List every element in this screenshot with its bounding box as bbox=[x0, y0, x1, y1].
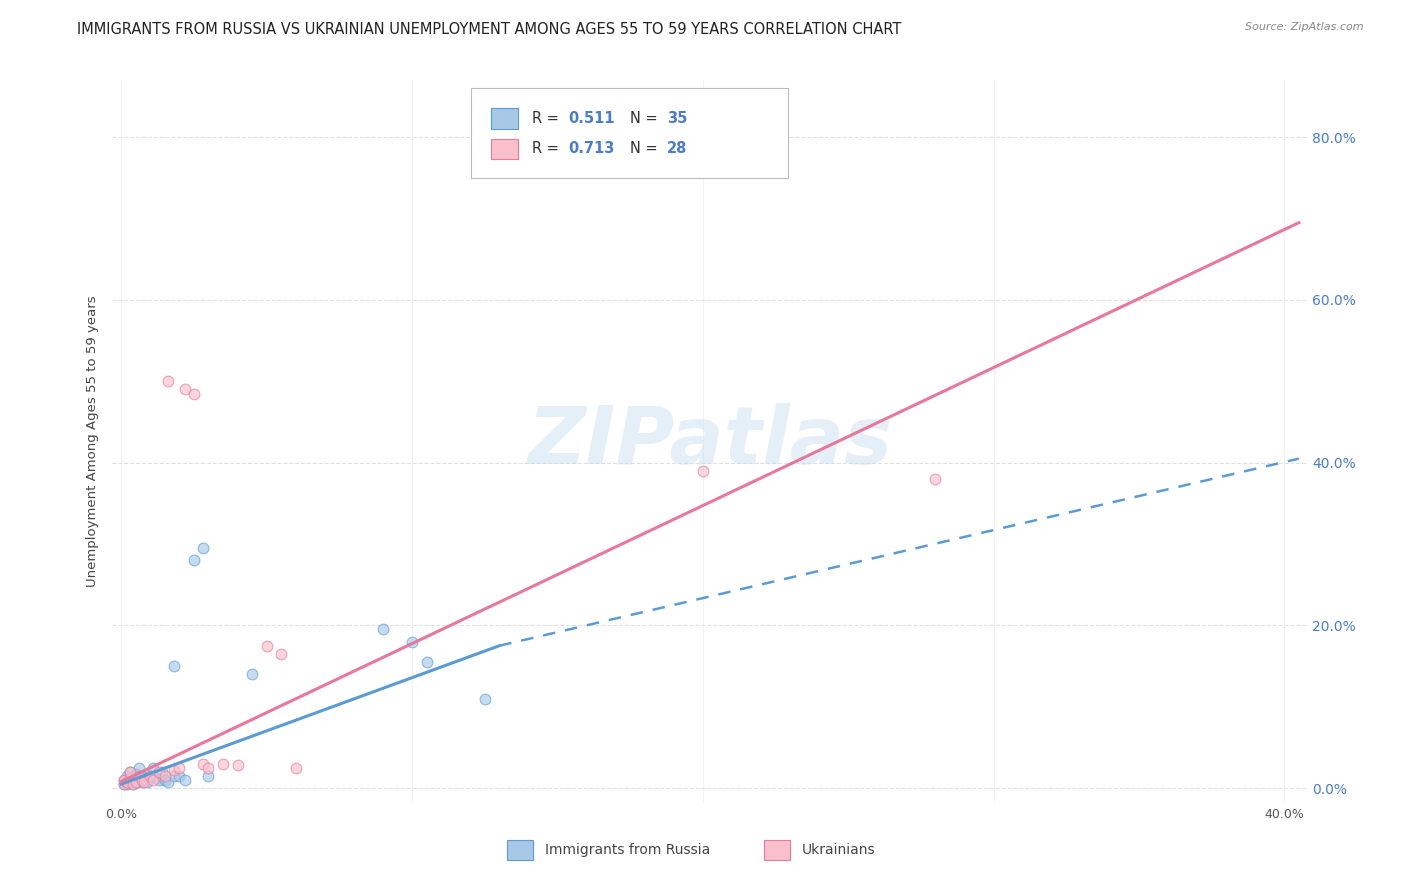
Point bbox=[134, 772, 156, 786]
Point bbox=[153, 769, 176, 783]
Point bbox=[118, 764, 141, 779]
Text: N =: N = bbox=[630, 142, 662, 156]
Point bbox=[131, 769, 153, 783]
Point bbox=[142, 772, 165, 787]
Point bbox=[162, 764, 184, 778]
Text: 0.713: 0.713 bbox=[568, 142, 614, 156]
Point bbox=[169, 769, 191, 783]
Point bbox=[415, 655, 437, 669]
FancyBboxPatch shape bbox=[491, 109, 517, 128]
FancyBboxPatch shape bbox=[471, 87, 787, 178]
Point bbox=[212, 756, 235, 771]
Text: N =: N = bbox=[630, 112, 662, 126]
Point bbox=[136, 774, 159, 789]
Point bbox=[118, 772, 141, 786]
Point bbox=[256, 639, 278, 653]
Point bbox=[191, 756, 214, 771]
Point bbox=[139, 769, 162, 783]
Point bbox=[924, 472, 946, 486]
Point bbox=[169, 761, 191, 775]
FancyBboxPatch shape bbox=[491, 139, 517, 159]
Point bbox=[142, 761, 165, 775]
Text: 0.511: 0.511 bbox=[568, 112, 614, 126]
Text: 28: 28 bbox=[666, 142, 688, 156]
Point bbox=[162, 769, 184, 783]
Point bbox=[162, 659, 184, 673]
Point bbox=[115, 774, 138, 789]
Point bbox=[145, 772, 167, 786]
Point bbox=[474, 691, 496, 706]
Point bbox=[148, 764, 170, 779]
Point bbox=[118, 774, 141, 789]
Point bbox=[183, 553, 205, 567]
Point bbox=[112, 772, 135, 787]
Point bbox=[226, 758, 249, 772]
FancyBboxPatch shape bbox=[508, 839, 533, 860]
Point bbox=[401, 634, 423, 648]
Point bbox=[121, 777, 143, 791]
Point bbox=[112, 777, 135, 791]
Point bbox=[131, 774, 153, 789]
Point bbox=[131, 772, 153, 787]
Point bbox=[125, 774, 148, 789]
Point bbox=[270, 647, 292, 661]
Point bbox=[191, 541, 214, 555]
Point bbox=[115, 777, 138, 791]
Text: 35: 35 bbox=[666, 112, 688, 126]
Text: R =: R = bbox=[531, 112, 564, 126]
Point bbox=[183, 386, 205, 401]
Point bbox=[371, 623, 394, 637]
Point bbox=[156, 375, 179, 389]
Point bbox=[284, 761, 307, 775]
Point bbox=[128, 769, 150, 783]
Point bbox=[240, 667, 263, 681]
FancyBboxPatch shape bbox=[763, 839, 790, 860]
Point bbox=[134, 774, 156, 789]
Point bbox=[197, 761, 219, 775]
Point bbox=[156, 774, 179, 789]
Point bbox=[692, 464, 714, 478]
Point bbox=[121, 777, 143, 791]
Point bbox=[112, 772, 135, 787]
Point bbox=[115, 769, 138, 783]
Text: R =: R = bbox=[531, 142, 564, 156]
Y-axis label: Unemployment Among Ages 55 to 59 years: Unemployment Among Ages 55 to 59 years bbox=[86, 296, 100, 587]
Point bbox=[174, 383, 197, 397]
Text: Source: ZipAtlas.com: Source: ZipAtlas.com bbox=[1246, 22, 1364, 32]
Point bbox=[125, 774, 148, 789]
Point bbox=[112, 777, 135, 791]
Text: IMMIGRANTS FROM RUSSIA VS UKRAINIAN UNEMPLOYMENT AMONG AGES 55 TO 59 YEARS CORRE: IMMIGRANTS FROM RUSSIA VS UKRAINIAN UNEM… bbox=[77, 22, 901, 37]
Point bbox=[128, 772, 150, 787]
Point bbox=[197, 769, 219, 783]
Text: Immigrants from Russia: Immigrants from Russia bbox=[546, 843, 710, 856]
Text: ZIPatlas: ZIPatlas bbox=[527, 402, 893, 481]
Point bbox=[174, 772, 197, 787]
Point bbox=[153, 772, 176, 787]
Point bbox=[121, 772, 143, 786]
Point bbox=[118, 764, 141, 779]
Point bbox=[128, 761, 150, 775]
Point bbox=[139, 769, 162, 783]
Point bbox=[148, 772, 170, 787]
Point bbox=[150, 764, 173, 779]
Point bbox=[125, 766, 148, 780]
Text: Ukrainians: Ukrainians bbox=[801, 843, 876, 856]
